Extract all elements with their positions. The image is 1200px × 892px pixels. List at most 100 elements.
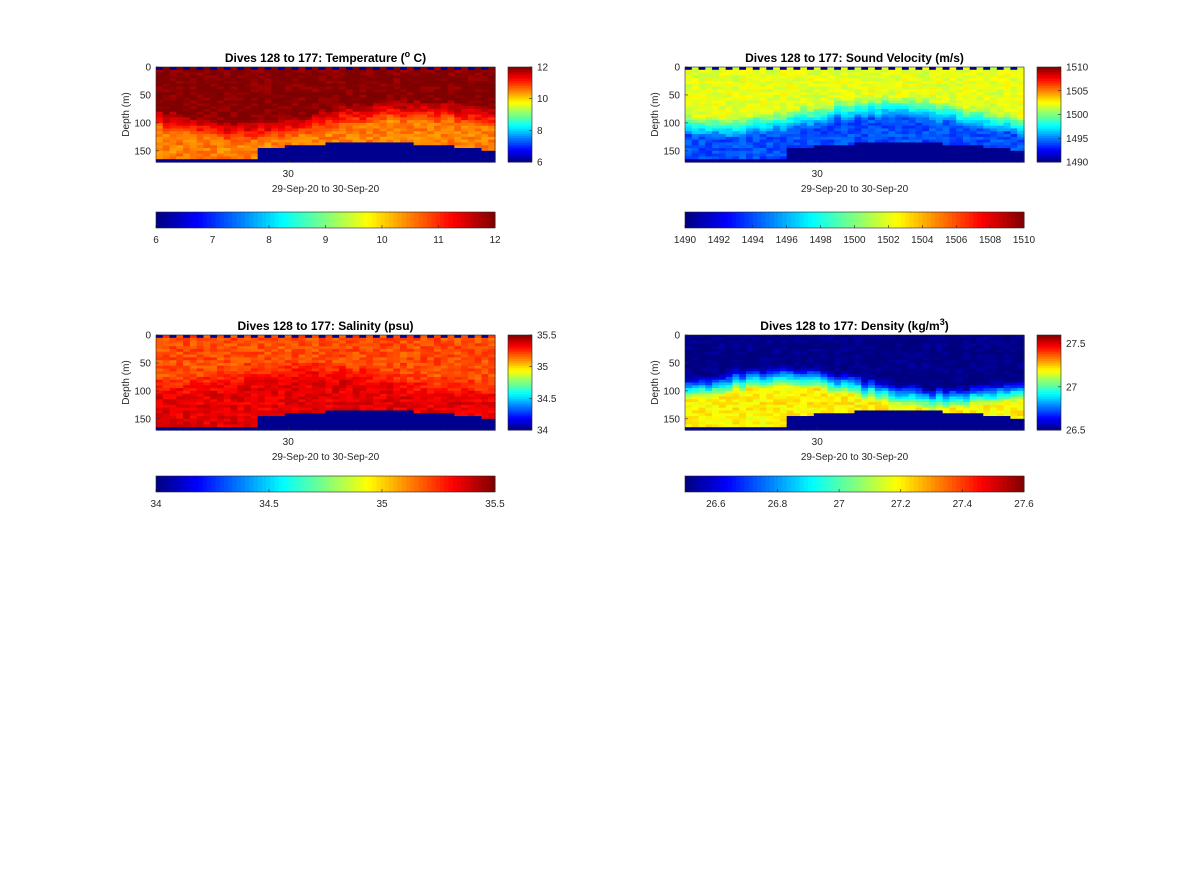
heatmap-cell bbox=[278, 385, 286, 389]
heatmap-cell bbox=[298, 421, 306, 426]
heatmap-cell bbox=[406, 86, 415, 90]
heatmap-cell bbox=[237, 136, 245, 141]
heatmap-cell bbox=[345, 108, 354, 113]
heatmap-cell bbox=[827, 106, 835, 110]
heatmap-cell bbox=[359, 348, 367, 353]
heatmap-cell bbox=[691, 83, 700, 88]
heatmap-cell bbox=[440, 103, 449, 107]
heatmap-cell bbox=[881, 72, 889, 76]
heatmap-cell bbox=[901, 134, 910, 138]
heatmap-cell bbox=[786, 131, 795, 135]
colorbar-segment bbox=[177, 212, 182, 228]
heatmap-cell bbox=[949, 100, 957, 104]
heatmap-cell bbox=[1003, 125, 1012, 130]
heatmap-cell bbox=[183, 120, 191, 124]
heatmap-cell bbox=[732, 106, 740, 110]
heatmap-cell bbox=[915, 80, 923, 85]
heatmap-cell bbox=[962, 72, 971, 76]
heatmap-cell bbox=[169, 92, 177, 96]
heatmap-cell bbox=[406, 136, 415, 141]
heatmap-cell bbox=[779, 100, 788, 104]
heatmap-cell bbox=[325, 75, 333, 79]
colorbar-segment bbox=[160, 212, 165, 228]
heatmap-cell bbox=[352, 80, 360, 85]
heatmap-cell bbox=[223, 388, 232, 392]
heatmap-cell bbox=[284, 396, 293, 400]
heatmap-cell bbox=[874, 111, 883, 116]
colorbar-segment bbox=[473, 212, 479, 228]
heatmap-cell bbox=[366, 379, 374, 384]
heatmap-cell bbox=[379, 385, 388, 389]
heatmap-cell bbox=[969, 69, 978, 74]
colorbar-segment bbox=[508, 69, 532, 73]
heatmap-cell bbox=[433, 92, 442, 96]
heatmap-cell bbox=[183, 340, 191, 344]
heatmap-cell bbox=[176, 402, 184, 406]
heatmap-cell bbox=[739, 117, 747, 121]
heatmap-cell bbox=[861, 117, 869, 121]
heatmap-cell bbox=[956, 106, 964, 110]
heatmap-cell bbox=[311, 80, 320, 85]
heatmap-cell bbox=[325, 335, 333, 339]
heatmap-cell bbox=[800, 114, 808, 118]
heatmap-cell bbox=[786, 108, 795, 113]
heatmap-cell bbox=[237, 424, 245, 428]
heatmap-cell bbox=[474, 122, 483, 127]
heatmap-cell bbox=[786, 67, 795, 71]
heatmap-cell bbox=[345, 374, 354, 378]
x-tick-label: 30 bbox=[812, 169, 824, 180]
heatmap-cell bbox=[983, 94, 991, 99]
heatmap-cell bbox=[725, 89, 734, 93]
heatmap-cell bbox=[271, 156, 279, 160]
heatmap-cell bbox=[400, 148, 408, 152]
heatmap-cell bbox=[908, 145, 917, 149]
heatmap-cell bbox=[244, 351, 252, 356]
heatmap-cell bbox=[250, 357, 259, 361]
heatmap-cell bbox=[929, 128, 937, 132]
colorbar-segment bbox=[325, 212, 331, 228]
heatmap-cell bbox=[169, 153, 177, 158]
heatmap-cell bbox=[976, 103, 984, 107]
heatmap-cell bbox=[169, 156, 177, 160]
colorbar-segment bbox=[926, 212, 932, 228]
heatmap-cell bbox=[935, 150, 944, 155]
heatmap-cell bbox=[278, 142, 286, 146]
heatmap-cell bbox=[196, 410, 205, 414]
heatmap-cell bbox=[691, 120, 700, 124]
heatmap-cell bbox=[250, 156, 259, 160]
heatmap-cell bbox=[210, 94, 218, 99]
heatmap-cell bbox=[189, 396, 198, 400]
heatmap-cell bbox=[739, 100, 747, 104]
heatmap-cell bbox=[169, 413, 177, 417]
heatmap-cell bbox=[250, 108, 259, 113]
colorbar-segment bbox=[380, 212, 386, 228]
heatmap-cell bbox=[203, 159, 211, 163]
heatmap-cell bbox=[983, 89, 991, 93]
heatmap-cell bbox=[257, 368, 266, 372]
heatmap-cell bbox=[257, 111, 266, 116]
heatmap-cell bbox=[284, 136, 293, 141]
colorbar-segment bbox=[1037, 150, 1061, 154]
heatmap-cell bbox=[433, 72, 442, 76]
colorbar-segment bbox=[291, 212, 297, 228]
heatmap-cell bbox=[203, 100, 211, 104]
heatmap-cell bbox=[230, 111, 238, 116]
heatmap-cell bbox=[1010, 148, 1018, 152]
heatmap-cell bbox=[1010, 145, 1018, 149]
heatmap-cell bbox=[840, 117, 849, 121]
heatmap-cell bbox=[807, 125, 815, 130]
heatmap-cell bbox=[366, 351, 374, 356]
heatmap-cell bbox=[339, 407, 347, 412]
heatmap-cell bbox=[807, 131, 815, 135]
heatmap-cell bbox=[820, 103, 828, 107]
heatmap-cell bbox=[223, 103, 232, 107]
heatmap-cell bbox=[712, 150, 720, 155]
heatmap-cell bbox=[386, 362, 394, 367]
heatmap-cell bbox=[752, 159, 761, 163]
heatmap-cell bbox=[996, 131, 1005, 135]
heatmap-cell bbox=[162, 371, 171, 375]
heatmap-cell bbox=[379, 421, 388, 426]
heatmap-cell bbox=[488, 78, 496, 82]
heatmap-cell bbox=[861, 92, 869, 96]
heatmap-cell bbox=[318, 120, 327, 124]
